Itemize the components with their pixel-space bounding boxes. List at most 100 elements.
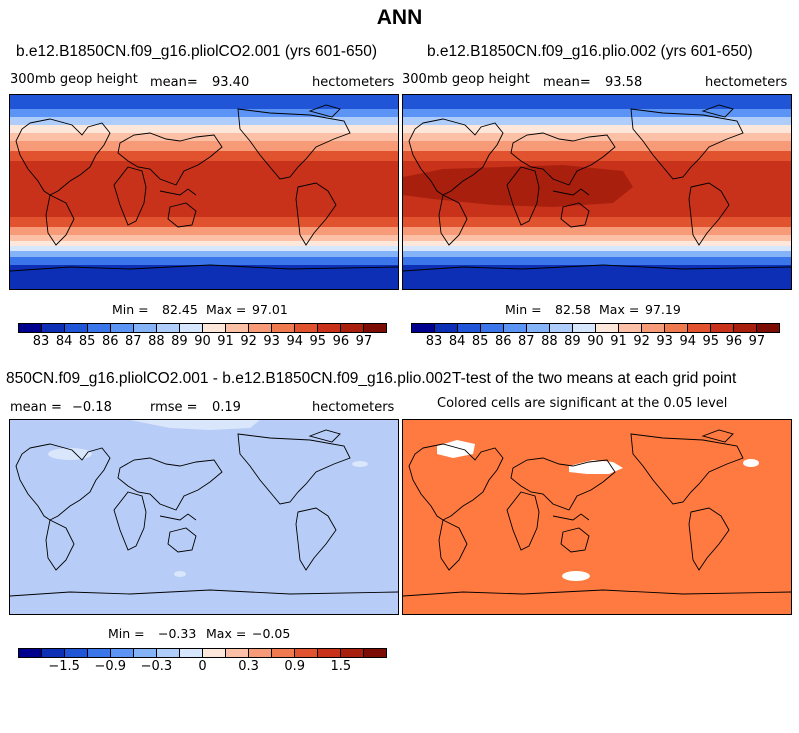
panel3-mean-value: −0.18 (72, 400, 112, 415)
colorbar-swatch (318, 649, 341, 657)
colorbar-swatch (226, 324, 249, 332)
colorbar-tick-label: 90 (194, 334, 211, 349)
panel3-map (9, 419, 399, 615)
colorbar-swatch (272, 324, 295, 332)
colorbar-swatch (458, 324, 481, 332)
panel1-contour-fill (10, 95, 398, 289)
panel1-mean-label: mean= (150, 75, 198, 90)
colorbar-tick-label: 91 (217, 334, 234, 349)
panel3-rmse-value: 0.19 (212, 400, 241, 415)
panel2-mean-value: 93.58 (605, 75, 643, 90)
colorbar-swatch (527, 324, 550, 332)
colorbar-swatch (65, 324, 88, 332)
panel2-map-svg (403, 95, 791, 289)
colorbar-swatch (157, 649, 180, 657)
colorbar-swatch (249, 324, 272, 332)
colorbar-tick-label: 0.9 (284, 659, 306, 674)
colorbar-swatch (295, 324, 318, 332)
colorbar-swatch (111, 649, 134, 657)
panel2-max-label: Max = (599, 302, 640, 317)
colorbar-tick-label: 95 (702, 334, 720, 349)
colorbar-tick-label: 84 (55, 334, 73, 349)
colorbar-tick-label: 90 (587, 334, 604, 349)
colorbar-tick-label: 83 (425, 334, 443, 349)
panel4-map-svg (403, 420, 791, 614)
colorbar-swatch (318, 324, 341, 332)
panel3-rmse-label: rmse = (150, 400, 198, 415)
panel4-subtitle: Colored cells are significant at the 0.0… (437, 396, 728, 411)
colorbar-swatch (272, 649, 295, 657)
colorbar-tick-label: 87 (518, 334, 535, 349)
colorbar-swatch (504, 324, 527, 332)
colorbar-swatch (364, 324, 386, 332)
colorbar-swatch (734, 324, 757, 332)
colorbar-swatch (42, 649, 65, 657)
colorbar-swatch (619, 324, 642, 332)
colorbar-swatch (596, 324, 619, 332)
colorbar-swatch (249, 649, 272, 657)
colorbar-tick-label: −0.3 (140, 659, 173, 674)
panel2-mean-label: mean= (543, 75, 591, 90)
panel1-coastlines (10, 104, 398, 272)
colorbar-tick-label: −1.5 (48, 659, 80, 674)
colorbar-swatch (180, 324, 203, 332)
panel3-title: 850CN.f09_g16.pliolCO2.001 - b.e12.B1850… (6, 370, 452, 387)
colorbar-swatch (203, 649, 226, 657)
colorbar-tick-label: 92 (240, 334, 257, 349)
colorbar-swatch (711, 324, 734, 332)
colorbar-swatch (65, 649, 88, 657)
panel3-max-label: Max = (206, 626, 247, 641)
panel1-variable-label: 300mb geop height (10, 72, 138, 87)
colorbar-tick-label: 87 (125, 334, 142, 349)
colorbar-tick-label: 1.5 (330, 659, 352, 674)
colorbar-swatch (573, 324, 596, 332)
colorbar-swatch (757, 324, 779, 332)
panel2-units: hectometers (705, 75, 788, 90)
panel2-min-value: 82.58 (555, 302, 591, 317)
colorbar-swatch (134, 324, 157, 332)
colorbar-tick-label: 94 (286, 334, 304, 349)
colorbar-swatch (341, 324, 364, 332)
colorbar-swatch (435, 324, 458, 332)
colorbar-tick-label: 85 (78, 334, 96, 349)
panel1-min-label: Min = (112, 302, 149, 317)
colorbar-tick-label: 95 (309, 334, 327, 349)
colorbar-tick-label: 86 (101, 334, 119, 349)
colorbar-tick-label: 0.3 (238, 659, 259, 674)
panel1-map (9, 94, 399, 290)
colorbar-swatch (341, 649, 364, 657)
colorbar-swatch (481, 324, 504, 332)
colorbar-tick-label: −0.9 (94, 659, 127, 674)
colorbar-swatch (642, 324, 665, 332)
colorbar-swatch (550, 324, 573, 332)
colorbar-tick-label: 92 (633, 334, 650, 349)
colorbar-tick-label: 97 (748, 334, 766, 349)
panel2-max-value: 97.19 (645, 302, 681, 317)
colorbar-tick-label: 97 (355, 334, 373, 349)
colorbar-tick-label: 86 (494, 334, 512, 349)
panel3-light-region (352, 461, 368, 467)
colorbar-swatch (203, 324, 226, 332)
colorbar-tick-label: 88 (148, 334, 165, 349)
panel3-map-svg (10, 420, 398, 614)
panel3-units: hectometers (312, 400, 395, 415)
colorbar-tick-label: 93 (656, 334, 673, 349)
colorbar-tick-label: 0 (198, 659, 207, 674)
panel2-contour-fill (403, 95, 791, 289)
panel2-colorbar (411, 323, 780, 333)
panel4-nonsignificant-region (743, 459, 759, 467)
colorbar-swatch (688, 324, 711, 332)
panel3-light-region (130, 420, 260, 430)
panel3-colorbar (18, 648, 387, 658)
colorbar-swatch (19, 324, 42, 332)
colorbar-swatch (88, 324, 111, 332)
colorbar-swatch (295, 649, 318, 657)
panel3-min-value: −0.33 (158, 626, 197, 641)
panel4-title: T-test of the two means at each grid poi… (452, 370, 737, 387)
panel4-nonsignificant-region (562, 571, 590, 581)
panel1-min-value: 82.45 (162, 302, 198, 317)
panel1-units: hectometers (312, 75, 395, 90)
colorbar-swatch (111, 324, 134, 332)
panel3-coastlines (10, 429, 398, 597)
colorbar-tick-label: 89 (564, 334, 581, 349)
